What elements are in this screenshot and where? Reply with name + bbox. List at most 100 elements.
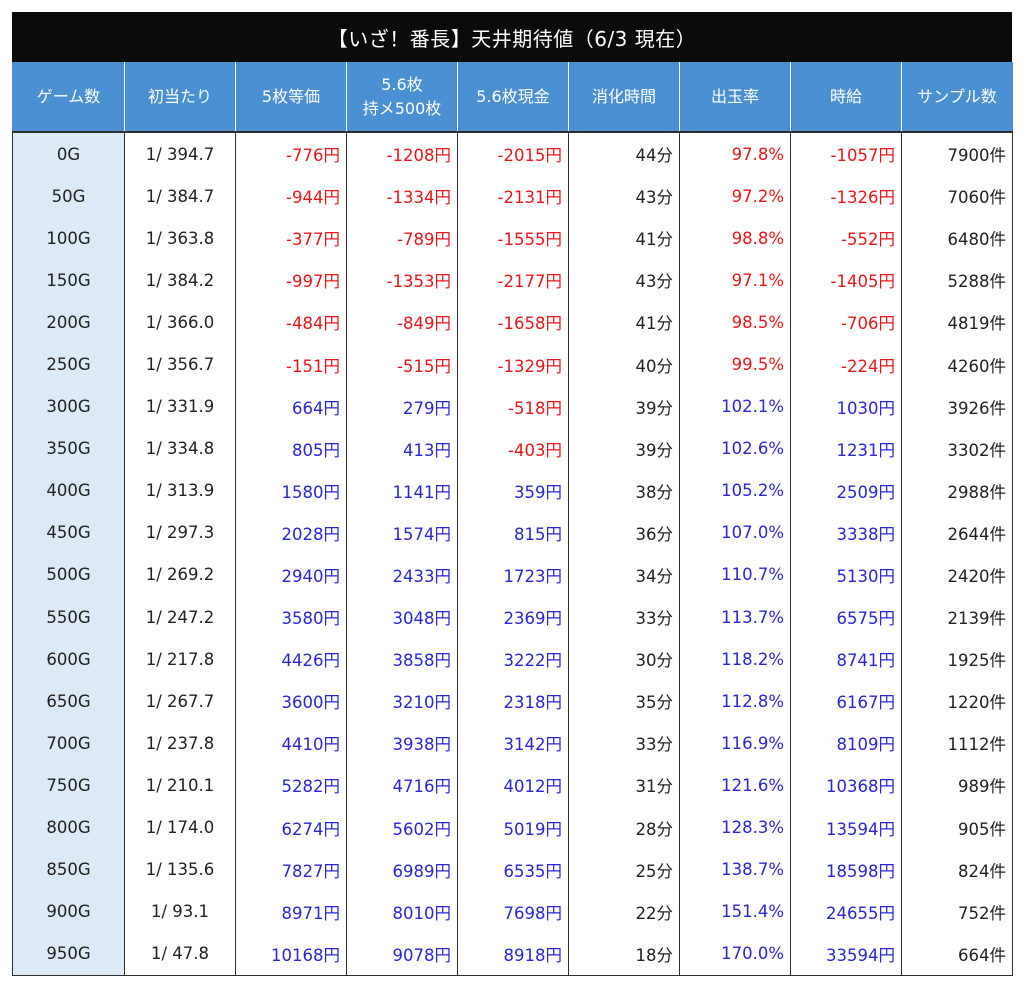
cell-samples: 2988件: [901, 469, 1013, 512]
cell-time: 39分: [568, 385, 680, 428]
table-row: 950G 1/ 47.8 10168円 9078円 8918円 18分 170.0% 3359…: [12, 932, 1013, 976]
cell-hourly: 6167円: [790, 680, 902, 723]
table-row: 550G 1/ 247.2 3580円 3048円 2369円 33分 113.7% 6575…: [12, 596, 1013, 639]
cell-first-hit: 1/ 269.2: [124, 553, 236, 597]
expected-value-table: ゲーム数 初当たり 5枚等価 5.6枚 持メ500枚 5.6枚現金 消化時間 出…: [12, 62, 1013, 976]
cell-cash-56: 3142円: [457, 722, 569, 765]
cell-first-hit: 1/ 313.9: [124, 469, 236, 512]
table-row: 300G 1/ 331.9 664円 279円 -518円 39分 102.1% 1030円 3…: [12, 385, 1013, 428]
cell-first-hit: 1/ 384.7: [124, 175, 236, 218]
cell-time: 33分: [568, 722, 680, 765]
table-row: 650G 1/ 267.7 3600円 3210円 2318円 35分 112.8% 6167…: [12, 680, 1013, 723]
cell-game-count: 750G: [12, 764, 125, 807]
cell-samples: 989件: [901, 764, 1013, 807]
cell-hold-56: -1334円: [346, 175, 458, 218]
header-row: ゲーム数 初当たり 5枚等価 5.6枚 持メ500枚 5.6枚現金 消化時間 出…: [12, 62, 1013, 133]
cell-payout: 121.6%: [679, 764, 791, 807]
cell-hold-56: 1574円: [346, 511, 458, 554]
cell-hourly: 1231円: [790, 427, 902, 470]
cell-time: 35分: [568, 680, 680, 723]
table-title: 【いざ！番長】天井期待値（6/3 現在）: [12, 12, 1012, 62]
cell-hold-56: 8010円: [346, 890, 458, 933]
cell-payout: 170.0%: [679, 932, 791, 976]
table-row: 0G 1/ 394.7 -776円 -1208円 -2015円 44分 97.8% -1057…: [12, 132, 1013, 176]
cell-first-hit: 1/ 384.2: [124, 259, 236, 302]
cell-samples: 1112件: [901, 722, 1013, 765]
table-row: 700G 1/ 237.8 4410円 3938円 3142円 33分 116.9% 8109…: [12, 722, 1013, 765]
cell-samples: 4819件: [901, 301, 1013, 344]
cell-equal-5: 1580円: [235, 469, 347, 512]
cell-hold-56: 3210円: [346, 680, 458, 723]
cell-payout: 102.6%: [679, 427, 791, 470]
cell-hold-56: 9078円: [346, 932, 458, 976]
cell-hourly: -1057円: [790, 132, 902, 176]
table-row: 350G 1/ 334.8 805円 413円 -403円 39分 102.6% 1231円 3…: [12, 427, 1013, 470]
cell-cash-56: 8918円: [457, 932, 569, 976]
cell-cash-56: -403円: [457, 427, 569, 470]
cell-payout: 118.2%: [679, 638, 791, 681]
header-payout: 出玉率: [679, 62, 791, 133]
cell-first-hit: 1/ 47.8: [124, 932, 236, 976]
cell-payout: 138.7%: [679, 848, 791, 891]
cell-hold-56: -1353円: [346, 259, 458, 302]
cell-cash-56: -1329円: [457, 343, 569, 386]
table-body: 0G 1/ 394.7 -776円 -1208円 -2015円 44分 97.8% -1057…: [12, 132, 1013, 976]
cell-equal-5: 6274円: [235, 806, 347, 849]
cell-cash-56: 359円: [457, 469, 569, 512]
cell-first-hit: 1/ 135.6: [124, 848, 236, 891]
cell-hourly: 2509円: [790, 469, 902, 512]
cell-hourly: 8109円: [790, 722, 902, 765]
cell-game-count: 400G: [12, 469, 125, 512]
cell-samples: 2420件: [901, 553, 1013, 597]
cell-time: 22分: [568, 890, 680, 933]
header-hold-56-line2: 持メ500枚: [362, 98, 442, 118]
cell-equal-5: -776円: [235, 132, 347, 176]
header-first-hit: 初当たり: [124, 62, 236, 133]
cell-equal-5: -151円: [235, 343, 347, 386]
cell-game-count: 950G: [12, 932, 125, 976]
table-row: 150G 1/ 384.2 -997円 -1353円 -2177円 43分 97.1% -14…: [12, 259, 1013, 302]
table-row: 200G 1/ 366.0 -484円 -849円 -1658円 41分 98.5% -706…: [12, 301, 1013, 344]
table-row: 250G 1/ 356.7 -151円 -515円 -1329円 40分 99.5% -224…: [12, 343, 1013, 386]
cell-first-hit: 1/ 210.1: [124, 764, 236, 807]
header-hourly: 時給: [790, 62, 902, 133]
cell-time: 18分: [568, 932, 680, 976]
cell-samples: 2644件: [901, 511, 1013, 554]
cell-hold-56: -789円: [346, 217, 458, 260]
header-hold-56: 5.6枚 持メ500枚: [346, 62, 458, 133]
cell-hold-56: 413円: [346, 427, 458, 470]
cell-equal-5: 3600円: [235, 680, 347, 723]
cell-equal-5: 7827円: [235, 848, 347, 891]
cell-first-hit: 1/ 334.8: [124, 427, 236, 470]
cell-payout: 116.9%: [679, 722, 791, 765]
cell-hold-56: -849円: [346, 301, 458, 344]
cell-first-hit: 1/ 237.8: [124, 722, 236, 765]
cell-game-count: 600G: [12, 638, 125, 681]
cell-cash-56: 7698円: [457, 890, 569, 933]
cell-samples: 664件: [901, 932, 1013, 976]
cell-hourly: 24655円: [790, 890, 902, 933]
cell-cash-56: 1723円: [457, 553, 569, 597]
cell-time: 31分: [568, 764, 680, 807]
cell-game-count: 250G: [12, 343, 125, 386]
cell-hold-56: 6989円: [346, 848, 458, 891]
cell-hourly: 33594円: [790, 932, 902, 976]
cell-hold-56: -515円: [346, 343, 458, 386]
cell-samples: 905件: [901, 806, 1013, 849]
cell-samples: 1925件: [901, 638, 1013, 681]
header-hold-56-line1: 5.6枚: [381, 74, 423, 94]
cell-hold-56: 3858円: [346, 638, 458, 681]
cell-cash-56: -2177円: [457, 259, 569, 302]
cell-first-hit: 1/ 297.3: [124, 511, 236, 554]
cell-game-count: 150G: [12, 259, 125, 302]
cell-game-count: 50G: [12, 175, 125, 218]
cell-time: 25分: [568, 848, 680, 891]
cell-cash-56: 815円: [457, 511, 569, 554]
cell-payout: 107.0%: [679, 511, 791, 554]
cell-game-count: 650G: [12, 680, 125, 723]
cell-hourly: 5130円: [790, 553, 902, 597]
cell-game-count: 900G: [12, 890, 125, 933]
cell-first-hit: 1/ 394.7: [124, 132, 236, 176]
cell-game-count: 500G: [12, 553, 125, 597]
cell-time: 43分: [568, 175, 680, 218]
